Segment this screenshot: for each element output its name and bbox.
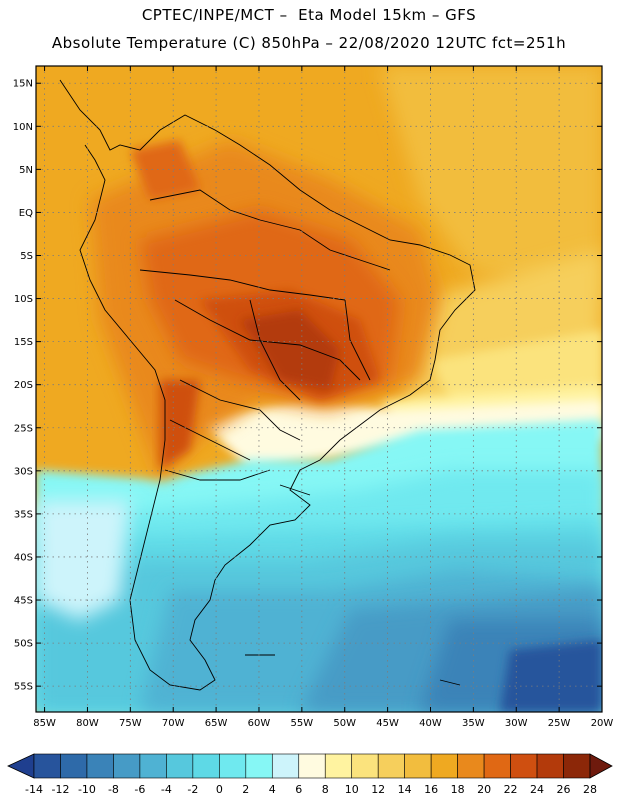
colorbar-extend-low (7, 753, 35, 779)
colorbar-label: -14 (25, 783, 43, 796)
colorbar-swatch (192, 753, 220, 779)
latitude-label: 40S (14, 552, 33, 563)
longitude-label: 50W (333, 718, 356, 729)
colorbar-swatch (483, 753, 511, 779)
colorbar-extend-high (589, 753, 613, 779)
temperature-map: 15N 10N 5N EQ 5S 10S 15S 20S 25S 30S 35S 40S 45S 50S 5… (13, 65, 613, 729)
longitude-label: 40W (419, 718, 442, 729)
colorbar-swatch (324, 753, 353, 779)
longitude-label: 80W (76, 718, 99, 729)
map-title-line-2: Absolute Temperature (C) 850hPa – 22/08/… (51, 34, 567, 52)
colorbar-swatch (351, 753, 379, 779)
latitude-labels: 15N 10N 5N EQ 5S 10S 15S 20S 25S 30S 35S 40S 45S 50S 5… (13, 79, 33, 693)
colorbar-swatch (219, 753, 247, 779)
colorbar-label: -2 (187, 783, 198, 796)
longitude-label: 25W (548, 718, 571, 729)
axis-ticks (36, 66, 603, 712)
colorbar-swatch (245, 753, 273, 779)
colorbar-swatch (139, 753, 167, 779)
longitude-label: 85W (33, 718, 56, 729)
longitude-label: 20W (591, 718, 614, 729)
colorbar-swatch (113, 753, 141, 779)
colorbar-label: 16 (424, 783, 438, 796)
colorbar-label: -8 (108, 783, 119, 796)
colorbar-label: 20 (477, 783, 491, 796)
latitude-label: 45S (14, 596, 33, 607)
latitude-label: 50S (14, 639, 33, 650)
colorbar-label: -12 (51, 783, 69, 796)
colorbar-label: 8 (322, 783, 329, 796)
latitude-label: 55S (14, 682, 33, 693)
latitude-label: 10S (14, 294, 33, 305)
latitude-label: 20S (14, 380, 33, 391)
latitude-label: EQ (19, 208, 33, 219)
latitude-label: 30S (14, 466, 33, 477)
colorbar-label: -4 (161, 783, 172, 796)
colorbar-label: 14 (398, 783, 412, 796)
colorbar-swatch (298, 753, 326, 779)
longitude-label: 75W (119, 718, 142, 729)
longitude-label: 55W (291, 718, 314, 729)
colorbar-label: 4 (269, 783, 276, 796)
latitude-label: 10N (13, 122, 33, 133)
colorbar-swatch (33, 753, 61, 779)
colorbar-label: 2 (242, 783, 249, 796)
longitude-labels: 85W 80W 75W 70W 65W 60W 55W 50W 45W 40W 35W 30W 25W 2… (33, 718, 613, 729)
latitude-label: 25S (14, 423, 33, 434)
colorbar-label: 6 (295, 783, 302, 796)
colorbar-label: 10 (345, 783, 359, 796)
longitude-label: 65W (205, 718, 228, 729)
colorbar-label: 22 (504, 783, 518, 796)
colorbar-label: 24 (530, 783, 544, 796)
colorbar-label: -10 (78, 783, 96, 796)
latitude-label: 5N (19, 165, 33, 176)
graticule (36, 66, 603, 712)
colorbar-swatch (536, 753, 564, 779)
longitude-label: 60W (248, 718, 271, 729)
colorbar-label: 0 (216, 783, 223, 796)
colorbar-swatch (60, 753, 88, 779)
longitude-label: 35W (462, 718, 485, 729)
colorbar-swatch (271, 753, 300, 779)
colorbar-label: -6 (134, 783, 145, 796)
latitude-label: 5S (20, 251, 33, 262)
colorbar-label: 12 (371, 783, 385, 796)
colorbar-label: 28 (583, 783, 597, 796)
colorbar-swatch (404, 753, 432, 779)
map-title-line-1: CPTEC/INPE/MCT – Eta Model 15km – GFS (141, 6, 477, 24)
colorbar-swatch (563, 753, 591, 779)
colorbar-swatch (430, 753, 458, 779)
colorbar-swatch (166, 753, 194, 779)
latitude-label: 15S (14, 337, 33, 348)
colorbar-swatch (457, 753, 485, 779)
coastline-borders (59, 79, 476, 691)
latitude-label: 15N (13, 79, 33, 90)
longitude-label: 45W (376, 718, 399, 729)
latitude-label: 35S (14, 509, 33, 520)
colorbar-swatch (86, 753, 114, 779)
colorbar-swatch (377, 753, 405, 779)
colorbar-label: 18 (451, 783, 465, 796)
longitude-label: 30W (505, 718, 528, 729)
map-frame (35, 65, 603, 713)
colorbar-label: 26 (557, 783, 571, 796)
colorbar-swatch (510, 753, 538, 779)
colorbar: -14 -12 -10 -8 -6 -4 -2 0 2 4 6 8 10 12 14 16 18 20 22 24 26… (7, 753, 613, 796)
temperature-field (36, 66, 602, 712)
longitude-label: 70W (162, 718, 185, 729)
